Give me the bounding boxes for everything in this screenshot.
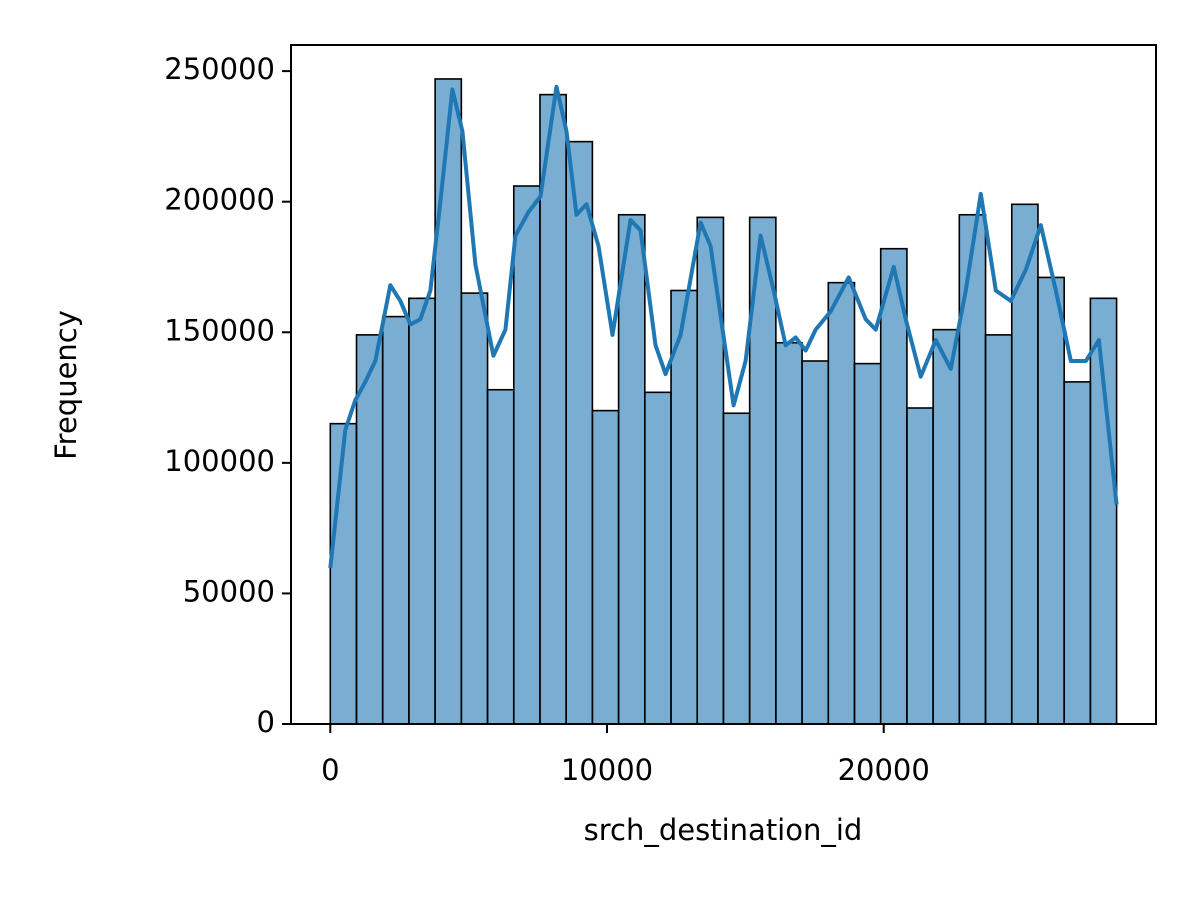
bar — [906, 407, 934, 725]
bar — [722, 412, 751, 725]
bar — [958, 213, 987, 725]
bar — [1037, 276, 1065, 725]
bar — [853, 362, 882, 725]
bar — [434, 78, 463, 725]
bar — [696, 216, 725, 725]
bar — [329, 422, 358, 725]
bar — [1089, 297, 1118, 725]
kde-line — [328, 84, 1119, 569]
axes-frame — [290, 44, 1157, 725]
bar — [355, 334, 384, 725]
bar — [512, 185, 541, 725]
bar — [801, 360, 830, 725]
y-tick-label: 150000 — [164, 313, 275, 347]
bar — [460, 292, 489, 725]
bar — [539, 93, 567, 725]
bar — [644, 391, 672, 725]
bar — [1063, 381, 1092, 725]
y-tick-label: 100000 — [164, 444, 275, 478]
bar — [381, 315, 410, 725]
bar — [408, 297, 436, 725]
y-tick-label: 200000 — [164, 183, 275, 217]
x-tick-label: 20000 — [838, 753, 930, 787]
x-tick-label: 10000 — [561, 753, 653, 787]
bar — [591, 409, 620, 725]
bar — [827, 281, 856, 725]
bar — [565, 140, 594, 725]
bar — [775, 341, 803, 725]
bar — [670, 289, 699, 725]
y-axis-label: Frequency — [49, 310, 83, 460]
y-tick-label: 0 — [257, 705, 275, 739]
y-tick-label: 250000 — [164, 52, 275, 86]
x-tick-label: 0 — [321, 753, 339, 787]
bar — [879, 247, 908, 725]
bar — [486, 388, 515, 725]
bar — [932, 328, 961, 725]
bar — [984, 334, 1013, 725]
bar — [617, 213, 646, 725]
y-tick-label: 50000 — [183, 574, 275, 608]
x-axis-label: srch_destination_id — [584, 813, 863, 847]
bar — [1010, 203, 1039, 725]
